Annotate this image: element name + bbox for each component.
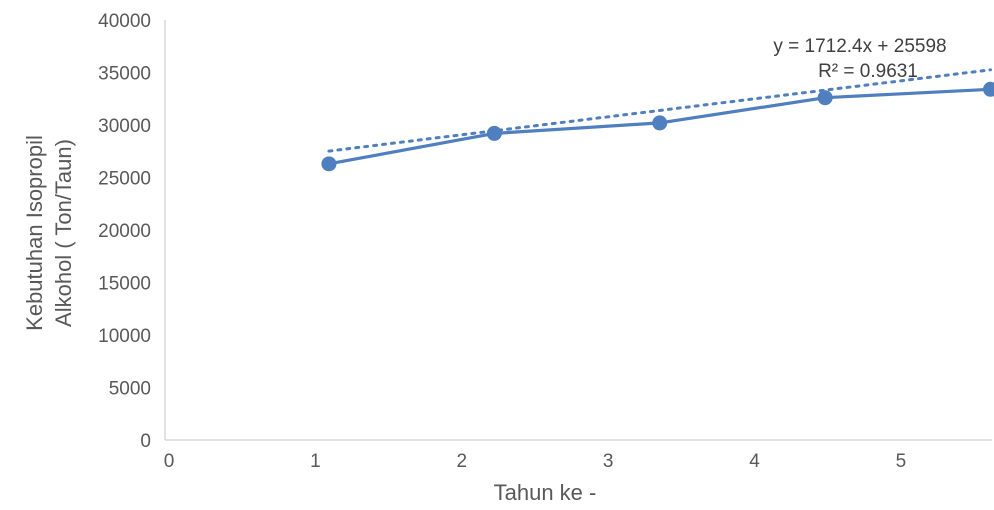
trend-equation-label: y = 1712.4x + 25598 [773, 36, 946, 57]
data-point [486, 125, 502, 141]
y-axis-title-line-1: Kebutuhan Isopropil [22, 135, 47, 331]
y-axis-title: Kebutuhan Isopropil Alkohol ( Ton/Taun) [22, 135, 76, 331]
x-axis-title: Tahun ke - [494, 480, 597, 505]
data-point [983, 81, 994, 97]
data-point [321, 156, 337, 172]
y-tick-label: 10000 [98, 326, 151, 347]
trendline-group [327, 68, 993, 153]
x-tick-label: 0 [164, 451, 175, 472]
x-tick-label: 5 [896, 451, 907, 472]
x-tick-label: 3 [603, 451, 614, 472]
x-tick-label: 1 [310, 451, 321, 472]
series-group [321, 81, 994, 172]
y-tick-label: 15000 [98, 274, 151, 295]
y-axis-title-line-2: Alkohol ( Ton/Taun) [51, 139, 76, 327]
data-point [652, 115, 668, 131]
annotations: y = 1712.4x + 25598 R² = 0.9631 [773, 36, 946, 82]
x-tick-label: 2 [456, 451, 467, 472]
x-tick-labels: 0 1 2 3 4 5 [164, 451, 906, 472]
x-tick-label: 4 [749, 451, 760, 472]
r-squared-label: R² = 0.9631 [818, 61, 918, 82]
y-tick-label: 30000 [98, 116, 151, 137]
y-tick-label: 25000 [98, 169, 151, 190]
linear-trendline [327, 68, 993, 153]
y-tick-label: 20000 [98, 221, 151, 242]
y-tick-label: 40000 [98, 11, 151, 32]
y-tick-label: 0 [140, 431, 151, 452]
y-tick-label: 5000 [109, 379, 151, 400]
y-tick-label: 35000 [98, 64, 151, 85]
data-point [817, 90, 833, 106]
y-tick-labels: 0 5000 10000 15000 20000 25000 30000 35000 40000 [98, 11, 151, 452]
axes [164, 20, 992, 441]
